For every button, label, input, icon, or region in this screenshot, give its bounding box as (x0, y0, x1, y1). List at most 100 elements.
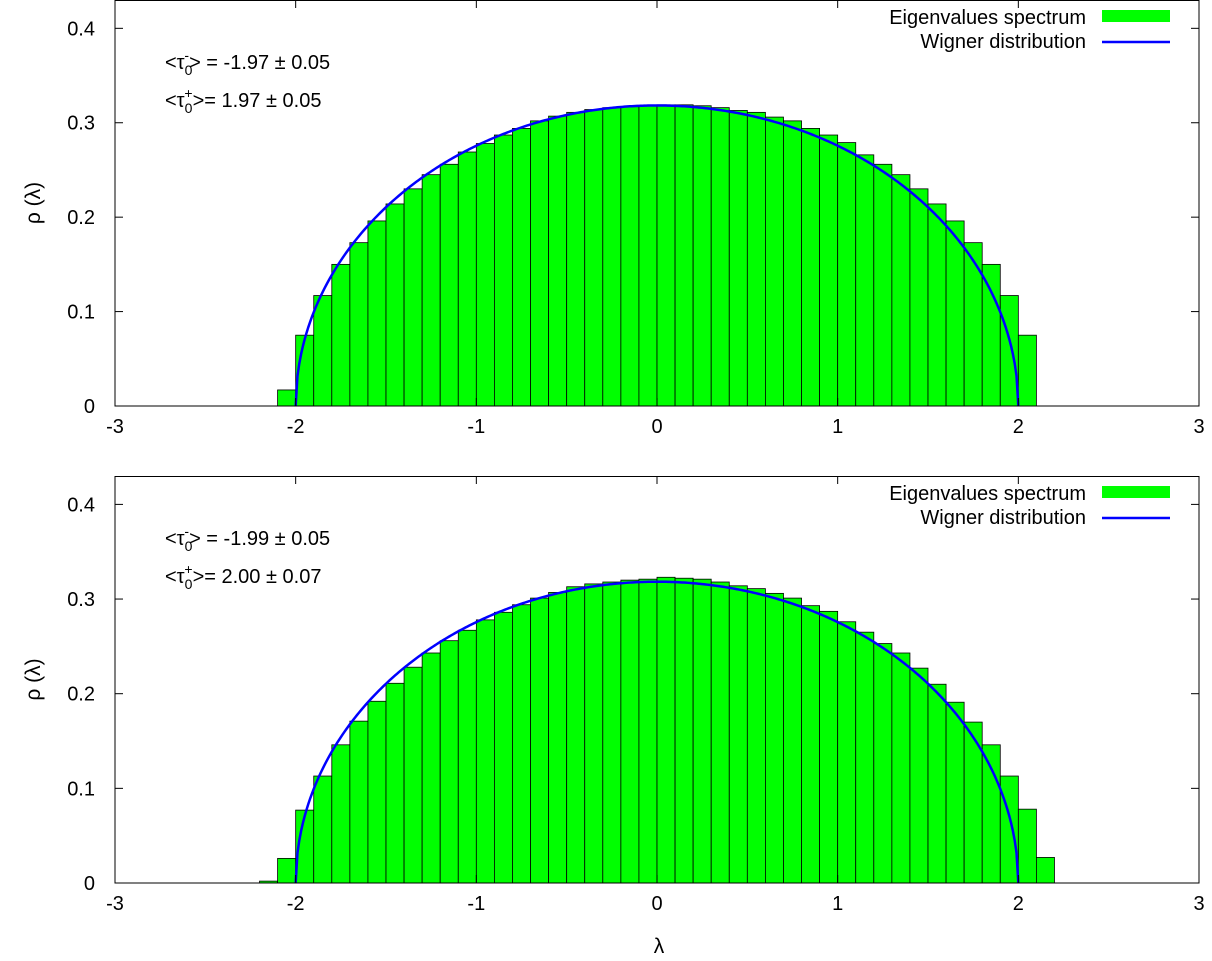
histogram-bar (421, 174, 441, 407)
histogram-bar (801, 605, 821, 884)
histogram-bar (819, 610, 839, 884)
annotation-subscript: 0 (185, 576, 193, 592)
chart-panel-2: -3 -2 -1 0 1 2 3 0 0.1 0.2 0.3 0.4 ρ (λ) λ Eigenvalues… (22, 476, 1205, 958)
histogram-bar (873, 163, 893, 407)
histogram-bar (403, 666, 423, 884)
x-tick-label: 3 (1193, 416, 1204, 438)
histogram-bar (367, 700, 387, 884)
histogram-bar (566, 111, 586, 407)
histogram-bar (584, 109, 604, 407)
y-tick-label: 0.2 (67, 207, 95, 229)
histogram-bar (530, 597, 550, 884)
histogram-bar (981, 744, 1001, 884)
annotation-prefix: <τ (165, 566, 185, 588)
legend-swatch-bars (1102, 10, 1170, 22)
annotation-suffix: > = -1.97 ± 0.05 (189, 52, 330, 74)
histogram-bar (674, 577, 694, 884)
histogram-bar (584, 583, 604, 884)
histogram-bar (277, 389, 297, 407)
histogram-bar (692, 105, 712, 407)
histogram-bar (909, 667, 929, 884)
y-tick-label: 0.4 (67, 18, 95, 40)
y-tick-label: 0.1 (67, 778, 95, 800)
annotation-superscript: - (184, 523, 189, 539)
annotation-subscript: 0 (185, 538, 193, 554)
histogram-bar (891, 174, 911, 407)
histogram-bar (674, 104, 694, 407)
histogram-bar (783, 597, 802, 884)
y-axis-label: ρ (λ) (22, 182, 45, 224)
legend-swatch-bars (1102, 486, 1170, 498)
histogram-bar (819, 134, 839, 407)
histogram-bar (837, 621, 857, 884)
annotation-prefix: <τ (165, 90, 185, 112)
histogram-bar (999, 295, 1019, 407)
legend-label: Wigner distribution (920, 31, 1086, 53)
histogram-bar (1017, 334, 1037, 407)
histogram-bar (710, 107, 730, 407)
histogram-bar (692, 578, 712, 884)
annotation-text: <τ0-> = -1.97 ± 0.05 (165, 47, 330, 78)
histogram-bar (403, 188, 423, 407)
histogram-bar (493, 134, 513, 407)
histogram-bar (1017, 808, 1037, 884)
histogram-bar (602, 581, 622, 884)
histogram-bar (909, 188, 929, 407)
annotation-subscript: 0 (185, 100, 193, 116)
histogram-bar (475, 143, 495, 407)
x-tick-label: -3 (106, 893, 124, 915)
annotation-prefix: <τ (165, 528, 185, 550)
histogram-bar (728, 110, 748, 407)
histogram-bar (746, 111, 766, 407)
histogram-bar (512, 604, 531, 884)
histogram-bar (349, 242, 369, 407)
x-tick-label: -1 (467, 416, 485, 438)
histogram-bar (331, 263, 351, 407)
x-tick-label: 0 (651, 416, 662, 438)
y-tick-label: 0.2 (67, 684, 95, 706)
histogram-bar (927, 203, 947, 407)
histogram-bar (457, 151, 477, 407)
histogram-bar (566, 586, 586, 884)
annotation-superscript: - (184, 47, 189, 63)
histogram-bar (855, 631, 875, 884)
histogram-bar (710, 581, 730, 884)
legend-label: Eigenvalues spectrum (889, 7, 1086, 29)
histogram-bar (963, 242, 983, 407)
x-tick-label: -3 (106, 416, 124, 438)
annotation-text: <τ0-> = -1.99 ± 0.05 (165, 523, 330, 554)
y-tick-label: 0.3 (67, 113, 95, 135)
annotation-superscript: + (184, 561, 192, 577)
histogram-bar (475, 619, 495, 884)
x-axis-label: λ (654, 935, 665, 958)
histogram-bar (638, 578, 658, 884)
histogram-bar (873, 643, 893, 884)
histogram-bar (602, 107, 622, 407)
x-tick-label: 2 (1013, 416, 1024, 438)
histogram-bar (349, 720, 369, 884)
histogram-bar (837, 142, 857, 407)
histogram-bar (493, 611, 513, 884)
histogram-bar (927, 683, 947, 884)
histogram-bar (855, 154, 875, 407)
histogram-bar (277, 857, 297, 884)
annotation-subscript: 0 (185, 62, 193, 78)
x-tick-label: 1 (832, 416, 843, 438)
histogram-bar (620, 106, 640, 407)
annotation-suffix: >= 2.00 ± 0.07 (193, 566, 322, 588)
legend-label: Wigner distribution (920, 507, 1086, 529)
histogram-bar (313, 775, 333, 884)
x-tick-label: 2 (1013, 893, 1024, 915)
histogram-bar (1036, 857, 1055, 884)
histogram-bar (945, 701, 965, 884)
y-axis-label: ρ (λ) (22, 658, 45, 700)
annotation-superscript: + (184, 85, 192, 101)
legend-label: Eigenvalues spectrum (889, 483, 1086, 505)
histogram-bar (765, 592, 784, 884)
histogram-bar (981, 263, 1001, 407)
annotation-prefix: <τ (165, 52, 185, 74)
histogram-bar (783, 120, 802, 407)
x-tick-label: -2 (287, 893, 305, 915)
annotation-text: <τ0+>= 2.00 ± 0.07 (165, 561, 321, 592)
wigner-curve (294, 580, 1020, 884)
